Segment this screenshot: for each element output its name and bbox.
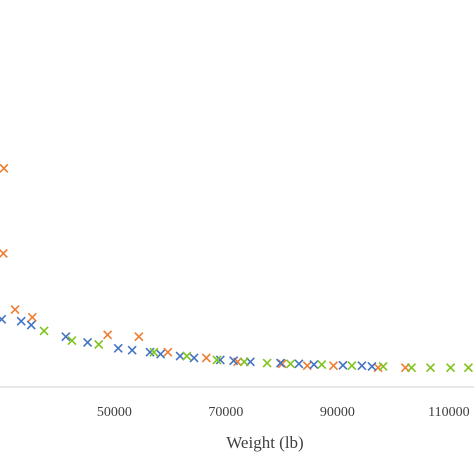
series-1-point-1 [0,163,9,173]
x-tick-label: 90000 [320,405,355,420]
series-2-point-2 [16,316,26,326]
series-2-point-11 [189,353,199,363]
x-tick-labels: 50000 70000 90000 110000 [97,405,470,420]
series-3-point-12 [378,361,388,372]
series-3-point-1 [39,326,49,336]
series-3-point-8 [262,358,272,368]
series-2-point-1 [0,314,7,324]
series-2-point-15 [275,358,286,368]
series-3-point-6 [212,355,222,365]
series-3-point-7 [239,357,249,367]
series-2-point-7 [127,345,137,355]
series-2-point-4 [61,332,71,342]
x-tick-label: 110000 [428,405,469,420]
series-1-point-4 [27,312,37,322]
x-axis-title: Weight (lb) [226,433,303,452]
series-3-point-4 [149,347,159,357]
series-1-point-6 [134,332,144,342]
series-2-point-6 [113,343,123,353]
series-1-point-8 [201,353,211,363]
data-marks [0,163,473,373]
series-3-point-14 [425,363,436,373]
series-2-point-18 [338,360,348,370]
series-2-point-5 [82,337,93,348]
series-2-point-10 [175,351,185,361]
series-2-point-17 [309,359,319,370]
series-1-point-7 [163,347,173,357]
series-2-point-3 [26,320,36,330]
series-3-point-11 [347,361,357,371]
series-3-point-2 [67,335,77,346]
series-3-point-3 [94,339,104,349]
x-tick-label: 50000 [97,405,132,420]
series-2-point-12 [215,355,225,365]
series-2-point-9 [156,349,166,359]
series-3-point-5 [182,351,192,361]
series-3-point-10 [317,359,327,370]
series-1-point-5 [103,330,113,340]
series-3-point-15 [446,363,456,373]
series-1-point-3 [10,305,20,315]
series-2-point-8 [145,347,155,357]
series-2-point-16 [294,359,304,369]
series-2-point-19 [357,361,367,371]
series-3-point-13 [406,363,417,373]
series-2-point-20 [367,361,377,372]
series-1-point-2 [0,248,8,259]
series-3-point-16 [463,363,473,373]
x-tick-label: 70000 [208,405,243,420]
series-3-point-9 [285,359,296,369]
series-1-point-12 [328,361,339,371]
series-2-point-13 [229,356,239,366]
